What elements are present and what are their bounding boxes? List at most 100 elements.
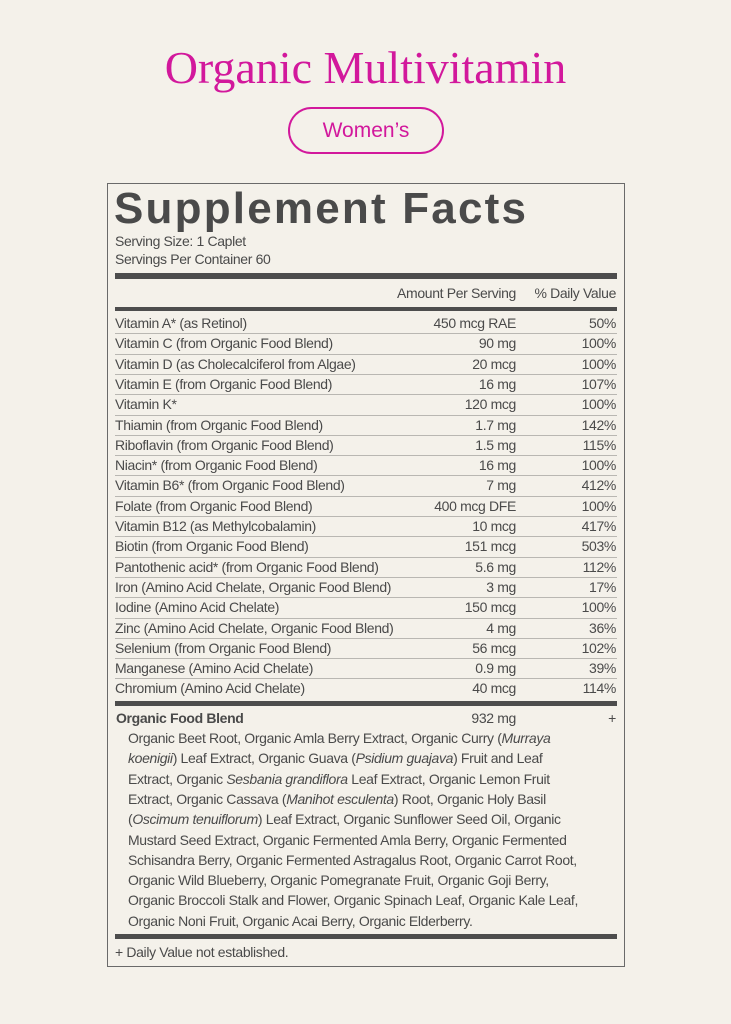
nutrient-amount: 4 mg (486, 619, 516, 636)
blend-text: ) Root, Organic Holy Basil (393, 790, 546, 807)
row-divider (115, 333, 617, 335)
blend-text: Leaf Extract, Organic Lemon Fruit (347, 770, 550, 787)
nutrient-amount: 0.9 mg (475, 660, 516, 677)
nutrient-daily-value: 100% (581, 396, 617, 413)
nutrient-amount: 450 mcg RAE (433, 315, 516, 331)
blend-text: Schisandra Berry, Organic Fermented Astr… (128, 851, 577, 868)
nutrient-name: Niacin* (from Organic Food Blend) (115, 457, 318, 474)
nutrient-daily-value: 112% (582, 558, 617, 575)
nutrient-amount: 3 mg (486, 578, 516, 595)
blend-text: Psidium guajava (355, 750, 454, 767)
nutrient-amount: 150 mcg (464, 599, 517, 616)
row-divider (115, 678, 617, 680)
blend-line: Schisandra Berry, Organic Fermented Astr… (128, 851, 577, 869)
blend-line: Extract, Organic Sesbania grandiflora Le… (128, 770, 550, 788)
nutrient-name: Iron (Amino Acid Chelate, Organic Food B… (115, 578, 392, 595)
nutrient-daily-value: 100% (581, 355, 617, 372)
serving-size: Serving Size: 1 Caplet (115, 233, 246, 249)
row-divider (115, 373, 617, 375)
nutrient-amount: 20 mcg (472, 355, 516, 372)
nutrient-name: Manganese (Amino Acid Chelate) (115, 660, 314, 677)
nutrient-daily-value: 412% (581, 477, 617, 494)
blend-line: Organic Noni Fruit, Organic Acai Berry, … (128, 912, 473, 930)
column-header: Amount Per Serving (397, 285, 516, 301)
blend-line: Extract, Organic Cassava (Manihot escule… (128, 790, 546, 808)
blend-line: Organic Beet Root, Organic Amla Berry Ex… (128, 729, 551, 747)
nutrient-daily-value: 417% (581, 518, 617, 534)
nutrient-name: Thiamin (from Organic Food Blend) (115, 416, 323, 433)
row-divider (115, 617, 617, 619)
nutrient-amount: 400 mcg DFE (434, 497, 516, 514)
row-divider (115, 576, 617, 578)
nutrient-name: Folate (from Organic Food Blend) (115, 497, 313, 514)
nutrient-daily-value: 107% (581, 375, 617, 392)
nutrient-daily-value: 114% (582, 680, 617, 697)
blend-text: ) Leaf Extract, Organic Guava ( (172, 750, 356, 767)
nutrient-name: Vitamin B12 (as Methylcobalamin) (115, 518, 316, 534)
blend-text: koenigii (128, 750, 173, 767)
nutrient-daily-value: 100% (581, 335, 617, 352)
nutrient-amount: 10 mcg (472, 518, 516, 534)
row-divider (115, 394, 617, 396)
row-divider (115, 353, 617, 355)
nutrient-amount: 7 mg (486, 477, 516, 494)
row-divider (115, 556, 617, 558)
nutrient-daily-value: 102% (581, 639, 617, 656)
row-divider (115, 597, 617, 599)
nutrient-daily-value: 100% (581, 497, 617, 514)
nutrient-amount: 16 mg (478, 457, 517, 474)
footnote: + Daily Value not established. (115, 944, 289, 960)
blend-line: Organic Wild Blueberry, Organic Pomegran… (128, 871, 549, 889)
blend-amount: 932 mg (471, 710, 516, 726)
servings-per-container: Servings Per Container 60 (115, 251, 271, 267)
blend-text: Organic Wild Blueberry, Organic Pomegran… (128, 872, 549, 889)
badge: Women’s (288, 107, 444, 154)
nutrient-amount: 151 mcg (464, 538, 517, 555)
blend-line: (Oscimum tenuiflorum) Leaf Extract, Orga… (128, 810, 561, 828)
nutrient-daily-value: 39% (589, 660, 616, 677)
row-divider (115, 495, 617, 497)
nutrient-name: Vitamin E (from Organic Food Blend) (115, 375, 333, 392)
blend-text: ) Fruit and Leaf (453, 750, 543, 767)
column-header: % Daily Value (534, 285, 616, 301)
nutrient-name: Pantothenic acid* (from Organic Food Ble… (115, 558, 379, 575)
nutrient-name: Selenium (from Organic Food Blend) (115, 639, 332, 656)
blend-line: Organic Broccoli Stalk and Flower, Organ… (128, 891, 578, 909)
nutrient-daily-value: 17% (589, 578, 616, 595)
nutrient-amount: 90 mg (478, 335, 517, 352)
blend-text: Organic Beet Root, Organic Amla Berry Ex… (128, 730, 502, 746)
row-divider (115, 536, 617, 538)
nutrient-name: Vitamin C (from Organic Food Blend) (115, 335, 333, 352)
nutrient-daily-value: 503% (581, 538, 617, 555)
divider (115, 307, 617, 311)
facts-box (107, 183, 625, 967)
row-divider (115, 434, 617, 436)
blend-name: Organic Food Blend (116, 710, 244, 726)
nutrient-name: Vitamin B6* (from Organic Food Blend) (115, 477, 345, 494)
blend-text: Murraya (501, 730, 551, 746)
blend-text: Mustard Seed Extract, Organic Fermented … (128, 831, 567, 848)
blend-text: ( (128, 811, 133, 828)
nutrient-daily-value: 115% (582, 436, 617, 453)
row-divider (115, 516, 617, 517)
blend-text: Extract, Organic Cassava ( (128, 790, 287, 807)
nutrient-amount: 1.5 mg (475, 436, 516, 453)
nutrient-name: Vitamin A* (as Retinol) (115, 315, 247, 331)
nutrient-amount: 56 mcg (472, 639, 516, 656)
nutrient-daily-value: 142% (581, 416, 617, 433)
divider (115, 934, 617, 939)
nutrient-amount: 120 mcg (464, 396, 517, 413)
facts-title: Supplement Facts (114, 184, 529, 233)
row-divider (115, 475, 617, 477)
nutrient-name: Vitamin D (as Cholecalciferol from Algae… (115, 355, 356, 372)
nutrient-name: Biotin (from Organic Food Blend) (115, 538, 309, 555)
row-divider (115, 658, 617, 660)
blend-daily-value: + (608, 710, 616, 726)
nutrient-name: Chromium (Amino Acid Chelate) (115, 680, 305, 697)
divider (115, 701, 617, 706)
nutrient-daily-value: 36% (589, 619, 616, 636)
nutrient-name: Riboflavin (from Organic Food Blend) (115, 436, 334, 453)
divider (115, 273, 617, 279)
nutrient-amount: 16 mg (478, 375, 517, 392)
row-divider (115, 637, 617, 639)
